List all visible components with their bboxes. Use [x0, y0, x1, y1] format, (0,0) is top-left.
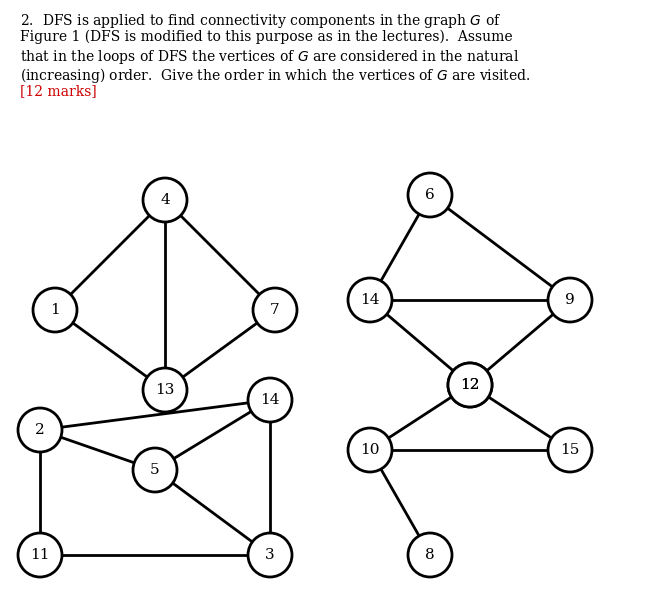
Circle shape — [143, 178, 187, 222]
Circle shape — [143, 368, 187, 412]
Circle shape — [548, 278, 592, 322]
Circle shape — [248, 378, 292, 422]
Text: that in the loops of DFS the vertices of $G$ are considered in the natural: that in the loops of DFS the vertices of… — [20, 48, 519, 66]
Text: 14: 14 — [260, 393, 280, 407]
Text: 12: 12 — [460, 378, 480, 392]
Circle shape — [253, 288, 297, 332]
Text: 15: 15 — [560, 443, 580, 457]
Circle shape — [18, 533, 62, 577]
Text: 5: 5 — [150, 463, 160, 477]
Text: 2: 2 — [35, 423, 45, 437]
Circle shape — [408, 533, 452, 577]
Text: 6: 6 — [425, 188, 435, 202]
Text: 4: 4 — [160, 193, 170, 207]
Text: 14: 14 — [360, 293, 380, 307]
Circle shape — [408, 173, 452, 217]
Circle shape — [348, 278, 392, 322]
Text: 11: 11 — [31, 548, 50, 562]
Text: 2.  DFS is applied to find connectivity components in the graph $G$ of: 2. DFS is applied to find connectivity c… — [20, 12, 502, 30]
Text: [12 marks]: [12 marks] — [20, 84, 97, 98]
Circle shape — [248, 533, 292, 577]
Text: (increasing) order.  Give the order in which the vertices of $G$ are visited.: (increasing) order. Give the order in wh… — [20, 66, 530, 85]
Text: 13: 13 — [155, 383, 175, 397]
Text: 1: 1 — [50, 303, 60, 317]
Text: 7: 7 — [270, 303, 280, 317]
Text: 10: 10 — [360, 443, 380, 457]
Circle shape — [18, 408, 62, 452]
Text: 8: 8 — [425, 548, 435, 562]
Text: 12: 12 — [460, 378, 480, 392]
Circle shape — [348, 428, 392, 472]
Text: 3: 3 — [265, 548, 275, 562]
Text: Figure 1 (DFS is modified to this purpose as in the lectures).  Assume: Figure 1 (DFS is modified to this purpos… — [20, 30, 513, 44]
Circle shape — [448, 363, 492, 407]
Circle shape — [33, 288, 77, 332]
Circle shape — [133, 448, 177, 492]
Circle shape — [448, 363, 492, 407]
Text: 9: 9 — [565, 293, 575, 307]
Circle shape — [548, 428, 592, 472]
